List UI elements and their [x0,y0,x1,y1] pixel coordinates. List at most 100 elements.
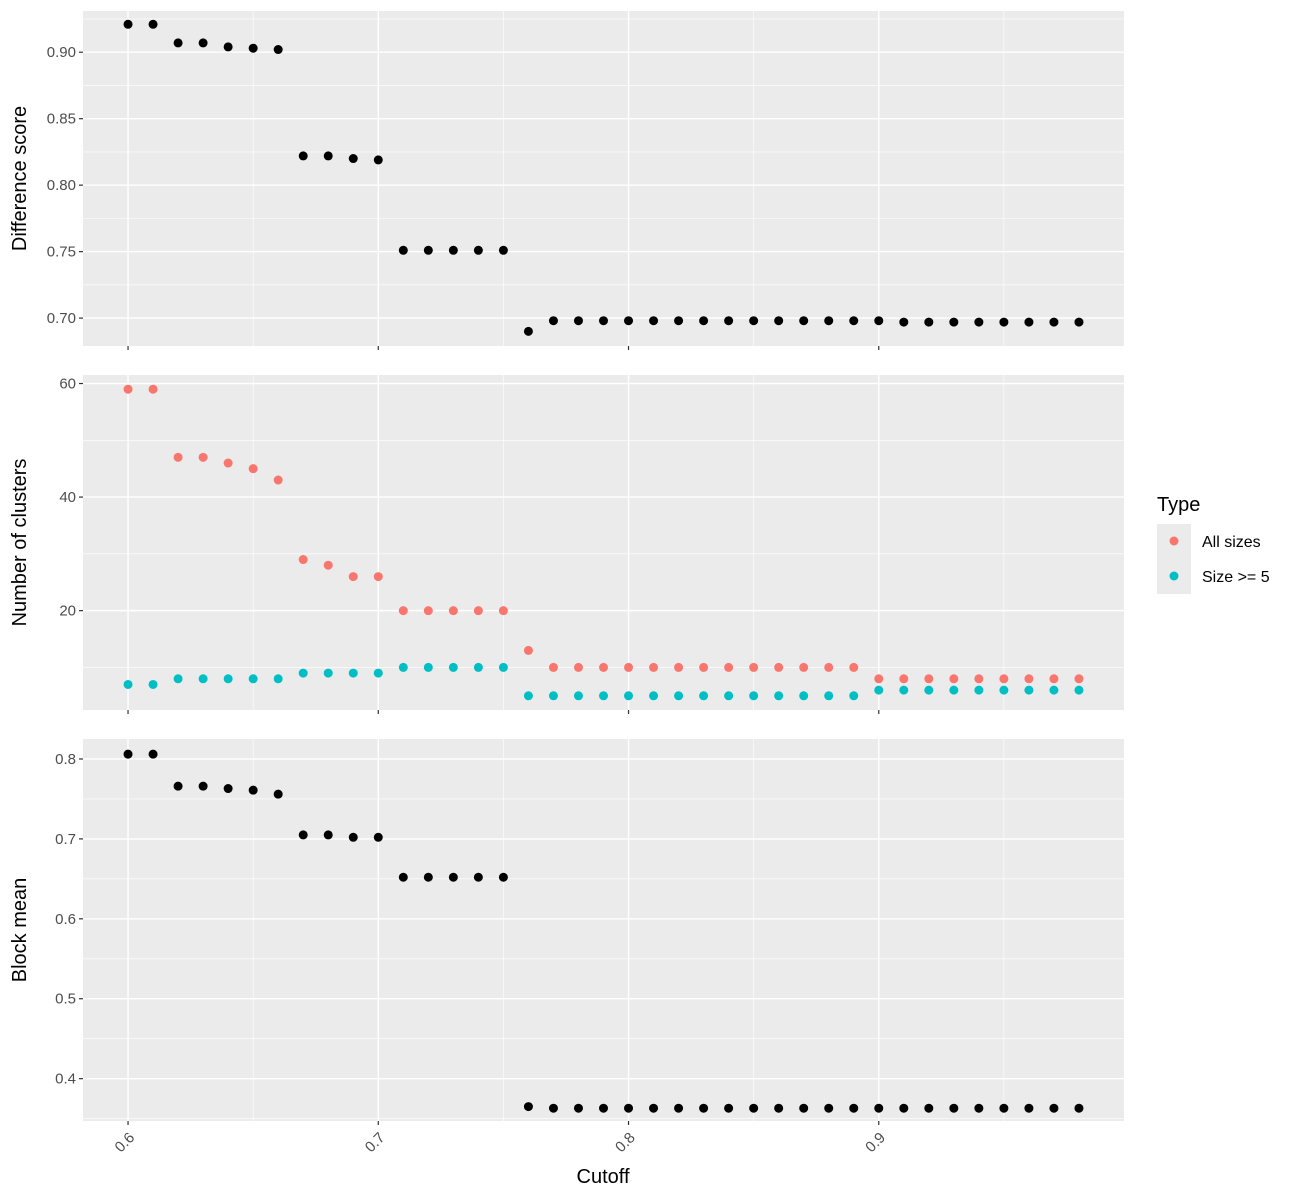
data-point [373,572,383,582]
data-point [924,1103,934,1113]
y-tick-label: 0.90 [47,44,76,61]
data-point [198,38,208,48]
y-tick-label: 60 [59,376,76,393]
data-point [724,691,734,701]
data-point [373,832,383,842]
data-point [273,789,283,799]
legend: Type All sizes Size >= 5 [1157,494,1270,594]
data-point [323,830,333,840]
panel-background [83,11,1124,346]
legend-title: Type [1157,494,1200,516]
data-point [123,19,133,29]
data-point [849,1103,859,1113]
data-point [323,151,333,161]
data-point [198,674,208,684]
data-point [473,662,483,672]
data-point [173,452,183,462]
data-point [398,662,408,672]
data-point [899,1103,909,1113]
data-point [699,691,709,701]
data-point [649,662,659,672]
data-point [473,245,483,255]
data-point [573,662,583,672]
data-point [774,316,784,326]
legend-key-size-5 [1169,571,1179,581]
data-point [799,316,809,326]
data-point [799,1103,809,1113]
data-point [223,458,233,468]
y-axis-title: Difference score [9,106,31,251]
data-point [824,691,834,701]
data-point [899,317,909,327]
data-point [749,691,759,701]
data-point [298,151,308,161]
data-point [649,1103,659,1113]
data-point [924,317,934,327]
data-point [123,384,133,394]
data-point [248,674,258,684]
data-point [724,1103,734,1113]
data-point [273,475,283,485]
data-point [1049,317,1059,327]
x-axis-title: Cutoff [577,1166,630,1188]
data-point [874,685,884,695]
panel-background [83,375,1124,710]
x-tick-label: 0.6 [112,1129,139,1156]
data-point [148,19,158,29]
data-point [523,1102,533,1112]
data-point [1024,317,1034,327]
data-point [423,245,433,255]
data-point [674,662,684,672]
data-point [599,691,608,701]
legend-key-background [1157,524,1191,594]
data-point [398,245,408,255]
data-point [548,691,558,701]
data-point [223,784,233,794]
panels-layer: 0.70 0.75 0.80 0.85 0.90 Difference score 20 40… [9,11,1124,1156]
data-point [774,691,784,701]
data-point [999,317,1009,327]
data-point [799,691,809,701]
data-point [824,1103,834,1113]
data-point [899,685,909,695]
data-point [498,245,508,255]
data-point [974,685,984,695]
data-point [849,691,859,701]
data-point [624,1103,634,1113]
data-point [373,668,383,678]
data-point [448,245,458,255]
y-tick-label: 0.5 [55,991,76,1008]
data-point [298,830,308,840]
y-tick-label: 0.6 [55,911,76,928]
data-point [348,668,358,678]
panel-3: 0.4 0.5 0.6 0.7 0.8 Block mean [9,739,1124,1125]
data-point [348,572,358,582]
data-point [699,1103,709,1113]
y-tick-label: 0.75 [47,244,76,261]
y-axis-title: Number of clusters [9,459,31,627]
data-point [248,785,258,795]
data-point [248,464,258,474]
data-point [123,749,133,759]
data-point [198,452,208,462]
data-point [398,872,408,882]
legend-key-all-sizes [1169,536,1179,546]
data-point [824,316,834,326]
data-point [1049,685,1059,695]
y-tick-label: 20 [59,603,76,620]
data-point [548,662,558,672]
data-point [523,645,533,655]
data-point [724,662,734,672]
data-point [498,872,508,882]
data-point [473,606,483,616]
data-point [173,781,183,791]
data-point [1049,674,1059,684]
data-point [624,316,634,326]
data-point [1074,1103,1084,1113]
panel-background [83,739,1124,1121]
data-point [674,691,684,701]
data-point [348,832,358,842]
x-tick-label: 0.8 [612,1129,639,1156]
data-point [599,662,608,672]
data-point [498,662,508,672]
